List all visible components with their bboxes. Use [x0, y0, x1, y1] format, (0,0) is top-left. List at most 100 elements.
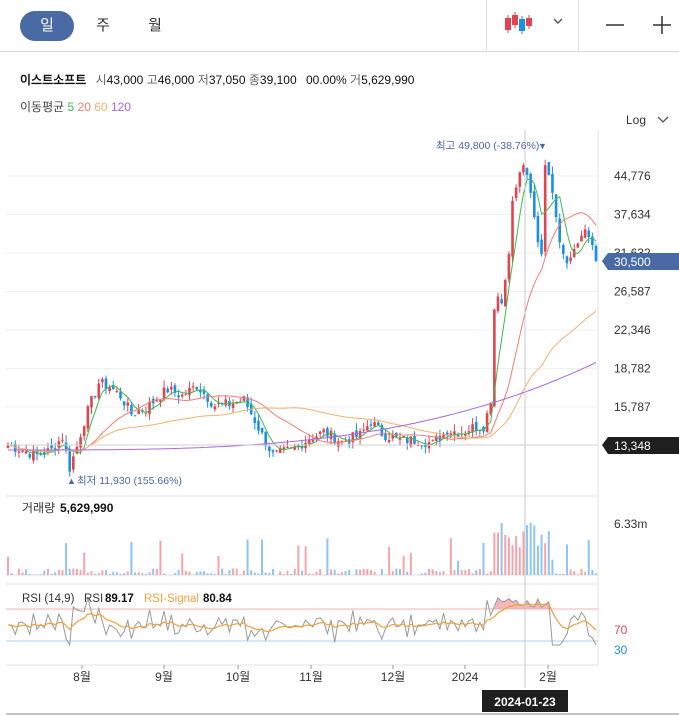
volume-bar [7, 556, 9, 575]
candle-body [474, 421, 478, 431]
tab-day[interactable]: 일 [20, 11, 74, 41]
candle-body [155, 400, 159, 402]
volume-bar [163, 573, 166, 575]
candle-body [456, 434, 460, 437]
candle-body [177, 395, 180, 398]
candle-body [39, 454, 42, 456]
candle-body [576, 243, 580, 248]
volume-bar [203, 571, 205, 575]
volume-bar [210, 573, 213, 575]
moving-averages [7, 177, 597, 455]
volume-bar [86, 572, 89, 575]
rsi-lines [6, 596, 598, 647]
candle-body [391, 435, 395, 439]
volume-bar [486, 573, 489, 575]
candle-body [271, 450, 275, 453]
volume-bar [544, 543, 547, 575]
volume-bar [46, 568, 49, 575]
volume-bar [460, 569, 463, 575]
x-month-label: 12월 [381, 670, 405, 684]
volume-bar [112, 571, 115, 575]
candle-body [583, 229, 587, 238]
log-scale-toggle[interactable]: Log [626, 113, 669, 127]
svg-text:13,348: 13,348 [614, 439, 651, 453]
candle-body [28, 454, 32, 458]
volume-bar [453, 570, 456, 575]
volume-bar [547, 531, 550, 575]
svg-text:30,500: 30,500 [614, 255, 651, 269]
volume-bar [221, 568, 224, 575]
ma5-line [22, 177, 597, 455]
y-tick-label: 44,776 [614, 169, 651, 183]
candle-body [416, 445, 420, 447]
volume-bar [591, 570, 594, 575]
candle-body [86, 406, 90, 429]
volume-bar [297, 545, 300, 575]
candle-body [562, 244, 565, 254]
volume-bar [21, 572, 24, 575]
volume-bar [188, 571, 191, 575]
candle-body [79, 437, 82, 448]
volume-bar [562, 573, 565, 575]
candle-body [547, 162, 551, 175]
candle-body [525, 168, 529, 175]
candle-body [489, 404, 493, 415]
volume-bar [246, 539, 249, 575]
candle-body [217, 403, 220, 405]
y-tick-label: 22,346 [614, 323, 651, 337]
candle-body [540, 239, 543, 254]
price-grid [6, 130, 679, 715]
chart-type-dropdown[interactable] [500, 0, 570, 51]
volume-bar [105, 570, 107, 575]
candle-body [191, 386, 195, 388]
candles [6, 159, 598, 477]
volume-bar [199, 571, 202, 575]
volume-bar [184, 570, 187, 575]
candle-body [278, 448, 282, 453]
candle-body [133, 415, 137, 417]
volume-bar [388, 546, 391, 575]
change-pct: 0.00% [312, 73, 347, 87]
volume-bar [130, 541, 133, 575]
volume-bar [271, 569, 274, 575]
volume-bar [467, 569, 470, 575]
crosshair-date-tag: 2024-01-23 [482, 690, 568, 712]
candle-body [532, 191, 536, 218]
candle-body [111, 385, 115, 390]
volume-bar [126, 571, 129, 575]
rsi-label: RSI [84, 593, 103, 605]
volume-bar [264, 572, 267, 575]
zoom-in-icon[interactable] [651, 14, 673, 36]
volume-bar [268, 572, 271, 575]
volume-bar [457, 560, 460, 575]
current-price-tag: 30,500 [602, 253, 679, 270]
volume-bar [232, 568, 235, 575]
ma60-line [7, 310, 597, 453]
candle-body [108, 387, 111, 392]
volume-bar [123, 573, 126, 575]
candle-body [405, 438, 409, 444]
candle-body [184, 394, 188, 396]
candle-body [173, 385, 177, 393]
volume-bar [72, 568, 75, 575]
volume-bar [348, 570, 351, 575]
volume-bar [438, 572, 441, 575]
candle-body [170, 386, 173, 390]
ma20-legend: 20 [77, 100, 91, 114]
candle-body [253, 417, 257, 424]
volume-bar [482, 542, 485, 575]
tab-week[interactable]: 주 [96, 17, 110, 34]
zoom-out-icon[interactable] [604, 14, 626, 36]
volume-bar [555, 573, 558, 575]
x-month-label: 2024 [452, 670, 479, 684]
candle-body [72, 456, 75, 470]
candle-body [503, 280, 507, 307]
candle-body [522, 165, 525, 173]
tab-month[interactable]: 월 [148, 17, 162, 34]
candle-body [420, 445, 424, 447]
volume-bar [39, 574, 42, 575]
volume-bar [551, 559, 554, 575]
candle-body [17, 451, 21, 453]
candle-body [293, 446, 297, 450]
